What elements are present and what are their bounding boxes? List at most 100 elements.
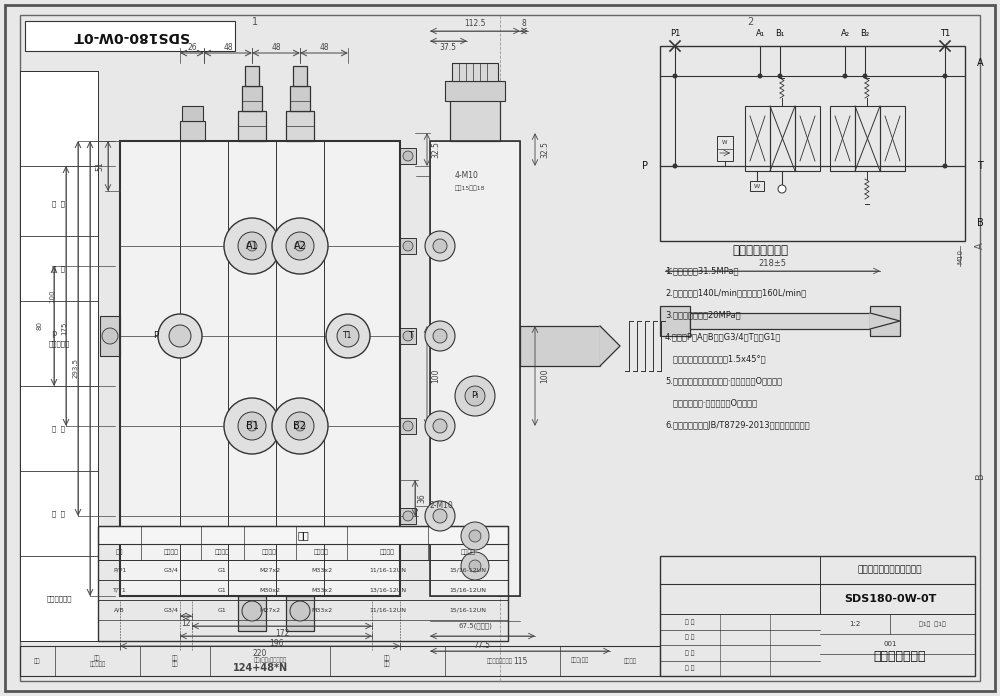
Bar	[690, 313, 870, 329]
Text: G3/4: G3/4	[163, 608, 178, 612]
Bar	[286, 111, 314, 141]
Text: 6.产品验收标准按JB/T8729-2013液压多路换向阀。: 6.产品验收标准按JB/T8729-2013液压多路换向阀。	[665, 420, 810, 429]
Circle shape	[465, 386, 485, 406]
Circle shape	[425, 231, 455, 261]
Circle shape	[403, 421, 413, 431]
Circle shape	[295, 241, 305, 251]
Text: 37.5: 37.5	[440, 43, 456, 52]
Bar	[400, 238, 416, 254]
Bar	[717, 136, 733, 161]
Text: 签  字: 签 字	[52, 266, 66, 272]
Text: 第二联：手动·弹簧复位，O型阀杆；: 第二联：手动·弹簧复位，O型阀杆；	[665, 399, 757, 407]
Circle shape	[102, 328, 118, 344]
Circle shape	[461, 522, 489, 550]
Text: 攻深15钻深18: 攻深15钻深18	[455, 185, 486, 191]
Text: 1: 1	[252, 17, 258, 27]
Bar	[98, 560, 508, 580]
Text: A2: A2	[294, 241, 306, 251]
Circle shape	[469, 530, 481, 542]
Text: M27x2: M27x2	[259, 567, 280, 573]
Text: 112.5: 112.5	[464, 19, 486, 29]
Circle shape	[433, 419, 447, 433]
Text: 螺纹规格: 螺纹规格	[262, 549, 277, 555]
Bar	[120, 141, 400, 596]
Text: G3/4: G3/4	[163, 567, 178, 573]
Text: 001: 001	[883, 641, 897, 647]
Text: 218±5: 218±5	[759, 260, 786, 269]
Text: 天龙自信成绩保管: 天龙自信成绩保管	[487, 658, 513, 664]
Text: 12: 12	[181, 619, 191, 628]
Text: B₁: B₁	[775, 29, 785, 38]
Text: B: B	[975, 473, 985, 480]
Bar	[293, 66, 307, 86]
Circle shape	[403, 241, 413, 251]
Text: A1: A1	[246, 241, 258, 251]
Circle shape	[224, 218, 280, 274]
Text: 批 准: 批 准	[685, 619, 695, 624]
Text: 均为平面密封，油口倒角1.5x45°；: 均为平面密封，油口倒角1.5x45°；	[665, 354, 766, 363]
Bar	[445, 81, 505, 101]
Circle shape	[247, 241, 257, 251]
Bar	[855, 106, 880, 171]
Text: 山东昊骏液压科技有限公司: 山东昊骏液压科技有限公司	[858, 565, 922, 574]
Text: 4.油口：P、A、B油口G3/4，T油口G1，: 4.油口：P、A、B油口G3/4，T油口G1，	[665, 333, 781, 342]
Circle shape	[672, 164, 678, 168]
Text: 115: 115	[513, 656, 527, 665]
Text: A: A	[975, 243, 985, 249]
Circle shape	[672, 74, 678, 79]
Circle shape	[403, 151, 413, 161]
Text: 13/16-12UN: 13/16-12UN	[369, 587, 406, 592]
Text: Pi: Pi	[471, 391, 479, 400]
Text: 1:2: 1:2	[849, 621, 861, 627]
Text: A/B: A/B	[114, 608, 125, 612]
Text: 48: 48	[223, 42, 233, 52]
Text: G1: G1	[218, 587, 226, 592]
Circle shape	[433, 329, 447, 343]
Circle shape	[337, 325, 359, 347]
Bar	[242, 86, 262, 111]
Text: 共1张  第1张: 共1张 第1张	[919, 622, 945, 627]
Text: 1.公称压力：31.5MPa；: 1.公称压力：31.5MPa；	[665, 267, 738, 276]
Text: W: W	[754, 184, 760, 189]
Circle shape	[778, 185, 786, 193]
Text: T/T1: T/T1	[113, 587, 126, 592]
Bar	[180, 121, 205, 141]
Circle shape	[433, 239, 447, 253]
Circle shape	[403, 511, 413, 521]
Bar	[430, 141, 520, 596]
Circle shape	[238, 232, 266, 260]
Circle shape	[242, 601, 262, 621]
Text: M33x2: M33x2	[311, 587, 332, 592]
Text: 124+48*N: 124+48*N	[232, 663, 288, 673]
Text: 100: 100	[432, 369, 440, 383]
Circle shape	[224, 398, 280, 454]
Bar	[450, 81, 500, 141]
Bar	[660, 46, 965, 241]
Text: 293.5: 293.5	[73, 358, 79, 379]
Text: G1: G1	[218, 608, 226, 612]
Bar	[520, 326, 600, 366]
Text: 螺纹规格: 螺纹规格	[314, 549, 329, 555]
Circle shape	[238, 412, 266, 440]
Circle shape	[862, 74, 868, 79]
Text: 48: 48	[319, 42, 329, 52]
Circle shape	[272, 398, 328, 454]
Text: B₂: B₂	[860, 29, 870, 38]
Bar	[400, 418, 416, 434]
Circle shape	[286, 412, 314, 440]
Text: 借通用件登记: 借通用件登记	[46, 596, 72, 602]
Circle shape	[469, 560, 481, 572]
Text: T: T	[977, 161, 983, 171]
Bar	[100, 316, 120, 356]
Text: 制 图: 制 图	[685, 650, 695, 656]
Text: P: P	[51, 331, 57, 340]
Bar	[400, 508, 416, 524]
Text: T: T	[408, 331, 413, 340]
Text: 描  图: 描 图	[52, 511, 66, 517]
Circle shape	[461, 552, 489, 580]
Text: 标记: 标记	[34, 658, 41, 664]
Text: M33x2: M33x2	[311, 608, 332, 612]
Bar	[795, 106, 820, 171]
Bar	[98, 580, 508, 600]
Circle shape	[425, 501, 455, 531]
